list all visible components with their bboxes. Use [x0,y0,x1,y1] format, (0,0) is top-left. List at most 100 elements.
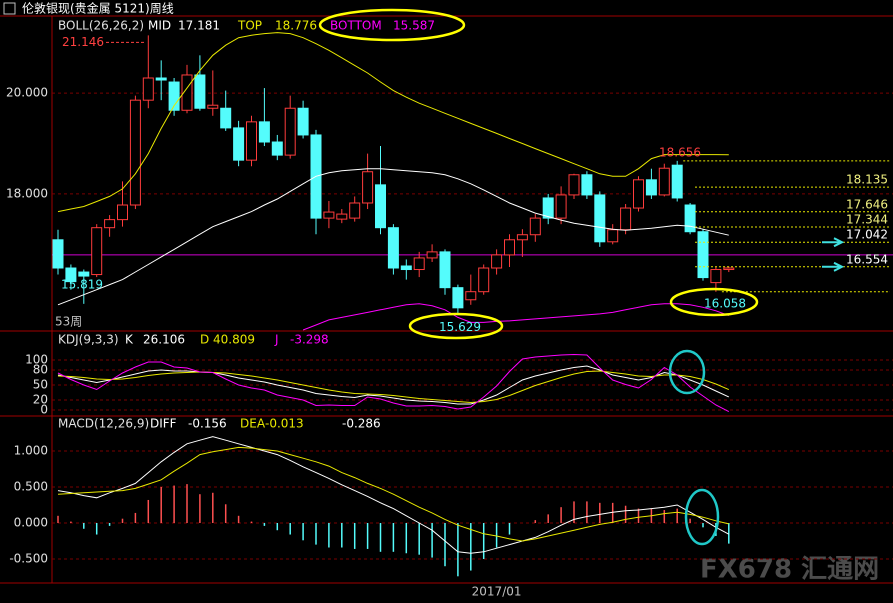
highlight-ring [318,8,466,42]
highlight-ring [669,287,759,317]
candle-body [658,167,670,196]
candle-body [478,267,490,293]
legend-name: DEA [240,417,266,431]
legend-value: 26.106 [143,333,185,347]
candle-body [400,265,412,271]
candle-body [142,77,154,101]
candle-body [568,174,580,196]
legend-name: J [274,333,279,347]
y-tick-label: 1.000 [14,443,48,457]
candle-body [233,127,245,161]
candle-body [246,121,257,161]
candle-body [645,179,657,196]
candle-body [155,77,167,81]
candle-body [336,213,348,220]
legend-name: D [200,333,209,347]
candle-body [91,227,103,276]
level-label: 17.344 [846,212,888,226]
candle-body [168,81,180,111]
candle-body [684,204,696,233]
candle-body [117,204,128,221]
y-tick-label: 0 [40,403,48,417]
y-tick-label: -0.500 [9,552,48,566]
candle-body [426,251,438,259]
indicator-line [57,168,729,306]
candle-body [207,104,219,109]
candle-body [104,219,116,229]
candle-body [129,99,141,206]
legend-value: -0.156 [188,417,227,431]
legend-name: TOP [237,19,262,33]
indicator-title: KDJ(9,3,3) [58,333,119,347]
legend-value: -3.298 [290,333,329,347]
indicator-line [57,365,730,405]
candle-body [387,227,399,269]
candle-body [452,287,464,309]
y-tick-label: 20 [33,393,48,407]
window-title: 伦敦银现(贵金属 5121)周线 [22,1,174,16]
y-tick-label: 80 [33,363,48,377]
high-label: 18.656 [659,145,701,159]
legend-value: -0.013 [265,417,304,431]
period-label: 53周 [55,315,82,329]
candle-body [620,207,632,231]
legend-value: 15.587 [393,19,435,33]
legend-name: DIFF [150,417,177,431]
candle-body [65,267,77,283]
low-label: 16.058 [704,296,746,310]
candle-body [194,74,206,109]
window-icon [3,2,16,15]
candle-body [555,194,567,219]
y-tick-label: 50 [33,378,48,392]
legend-value: 18.776 [275,19,317,33]
candle-body [439,251,451,289]
candle-body [529,217,541,236]
candle-body [271,141,283,156]
candle-body [633,179,644,209]
candle-body [542,197,554,219]
candle-body [284,107,296,156]
x-tick-label: 2017/01 [472,585,522,599]
indicator-line [57,446,729,542]
highlight-ring [684,488,720,546]
indicator-line [302,303,729,331]
level-label: 17.646 [846,197,888,211]
level-arrow [822,237,845,248]
low-label: 15.819 [61,277,103,291]
legend-name: MID [148,19,171,33]
highlight-ring [668,349,706,395]
indicator-line [57,370,729,404]
candle-body [697,231,709,279]
level-arrow [822,261,845,272]
indicator-line [57,436,730,554]
candle-body [258,121,270,143]
candle-body [516,234,528,241]
candle-body [504,239,515,256]
candle-body [607,229,619,243]
indicator-line [57,32,729,213]
candle-body [349,202,361,219]
y-tick-label: 100 [25,353,48,367]
candle-body [220,107,232,129]
candle-body [671,164,683,199]
y-tick-label: 0.500 [14,480,48,494]
watermark: FX678 汇通网 [700,555,879,585]
low-label: 15.629 [439,320,481,334]
legend-name: BOTTOM [330,19,382,33]
highlight-ring [408,312,504,340]
candle-body [78,271,90,277]
legend-name: K [125,333,134,347]
candle-body [52,239,64,269]
indicator-title: BOLL(26,26,2) [58,19,144,33]
legend-value: -0.286 [342,417,381,431]
indicator-title: MACD(12,26,9) [58,417,149,431]
candle-body [581,174,593,196]
candle-body [594,194,606,243]
candle-body [297,107,309,136]
legend-value: 40.809 [213,333,255,347]
y-tick-label: 20.000 [6,86,48,100]
candle-body [181,74,193,111]
candle-body [710,269,722,284]
